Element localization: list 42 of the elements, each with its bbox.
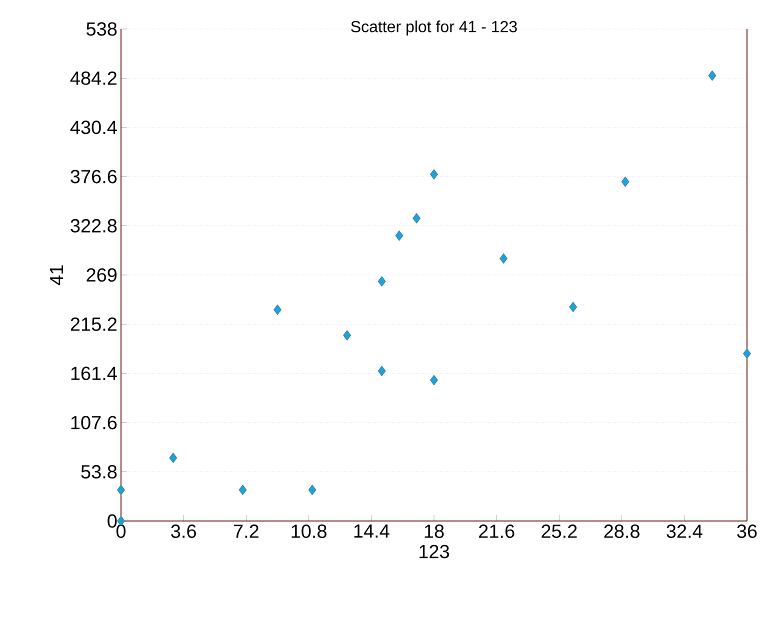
x-tick-label: 3.6: [171, 524, 196, 538]
point: [378, 276, 386, 287]
point: [500, 253, 508, 264]
y-tick-label: 484.2: [70, 71, 117, 85]
x-tick-label: 0: [116, 524, 126, 538]
y-tick-label: 53.8: [81, 465, 117, 479]
x-tick-label: 14.4: [354, 524, 390, 538]
point: [430, 169, 438, 180]
point: [343, 330, 352, 341]
point: [569, 302, 578, 312]
x-tick-label: 36: [737, 524, 757, 538]
y-tick-label: 161.4: [71, 366, 117, 380]
point: [430, 374, 438, 386]
x-tick-label: 25.2: [542, 524, 577, 538]
x-axis-title: 123: [420, 544, 449, 558]
y-tick-label: 322.8: [70, 219, 117, 233]
y-tick-label: 538: [86, 22, 117, 36]
y-tick-label: 0: [108, 514, 117, 528]
y-tick-label: 215.2: [70, 317, 117, 331]
y-tick-label: 430.4: [70, 120, 117, 134]
point: [412, 213, 421, 224]
y-axis-title: 41: [50, 265, 64, 286]
point: [621, 176, 630, 187]
chart-title: Scatter plot for 41 - 123: [351, 20, 517, 36]
x-tick-label: 28.8: [604, 524, 640, 538]
point: [378, 366, 386, 376]
point: [117, 484, 125, 496]
x-tick-label: 10.8: [292, 524, 326, 538]
point: [308, 484, 316, 496]
point: [238, 484, 247, 496]
y-tick-label: 107.6: [71, 416, 117, 430]
point: [743, 348, 751, 359]
x-tick-label: 32.4: [666, 524, 702, 538]
y-tick-label: 269: [86, 268, 117, 282]
point: [169, 452, 178, 464]
point: [395, 230, 404, 241]
point: [274, 304, 282, 315]
point: [708, 70, 716, 81]
x-tick-label: 18: [424, 524, 444, 538]
x-tick-label: 21.6: [479, 524, 514, 538]
y-tick-label: 376.6: [70, 170, 117, 184]
x-tick-label: 7.2: [234, 524, 258, 538]
